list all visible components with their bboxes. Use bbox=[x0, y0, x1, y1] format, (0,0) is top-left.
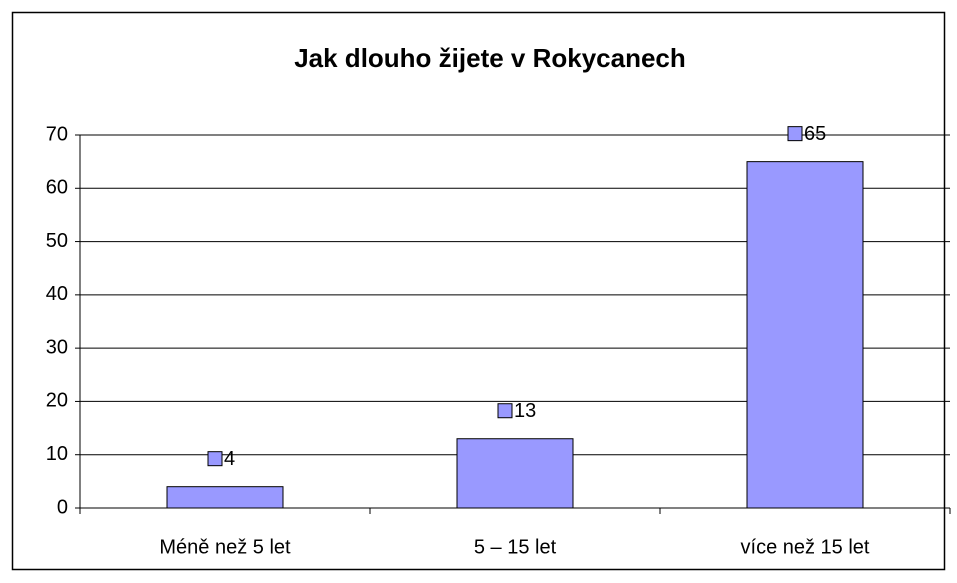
label-key bbox=[497, 403, 513, 419]
bar bbox=[456, 438, 574, 509]
data-label: 13 bbox=[514, 400, 536, 422]
y-tick-label: 40 bbox=[46, 283, 68, 305]
y-tick-label: 20 bbox=[46, 390, 68, 412]
y-tick-label: 50 bbox=[46, 230, 68, 252]
y-tick-label: 10 bbox=[46, 443, 68, 465]
bar bbox=[746, 161, 864, 509]
label-key bbox=[207, 451, 223, 467]
bar bbox=[166, 486, 284, 509]
label-key bbox=[787, 126, 803, 142]
x-tick-label: 5 – 15 let bbox=[474, 536, 557, 558]
x-tick-label: více než 15 let bbox=[741, 536, 870, 558]
y-tick-label: 30 bbox=[46, 336, 68, 358]
x-tick-label: Méně než 5 let bbox=[159, 536, 291, 558]
y-tick-label: 70 bbox=[46, 123, 68, 145]
data-label: 65 bbox=[804, 123, 826, 145]
y-tick-label: 0 bbox=[57, 496, 68, 518]
data-label: 4 bbox=[224, 448, 235, 470]
y-tick-label: 60 bbox=[46, 177, 68, 199]
chart-title: Jak dlouho žijete v Rokycanech bbox=[294, 43, 686, 73]
